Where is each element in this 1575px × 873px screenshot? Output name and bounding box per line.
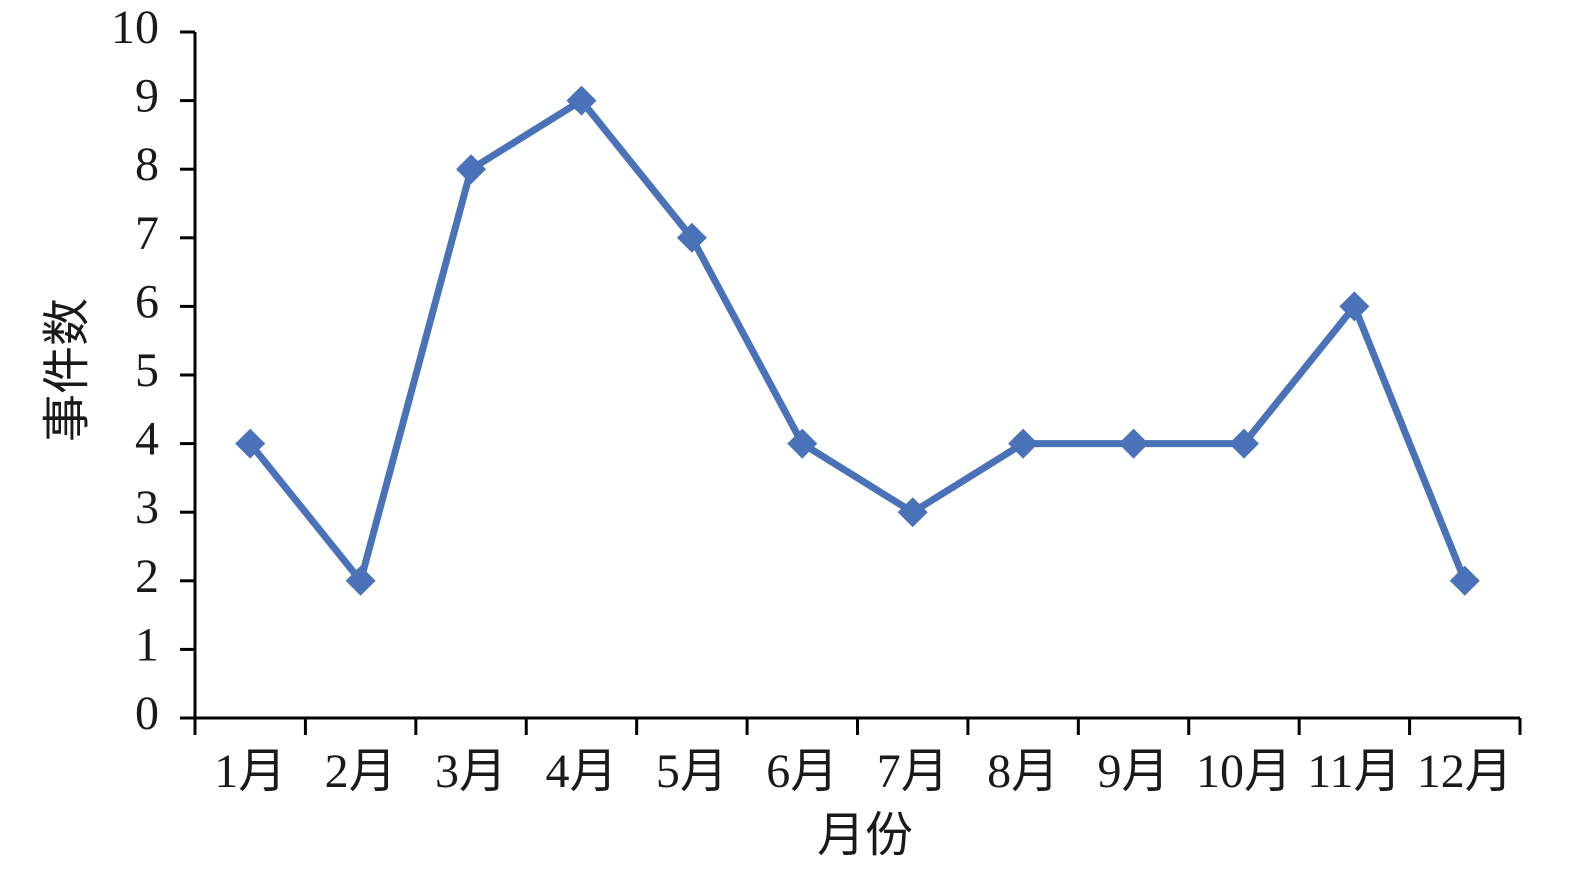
data-point <box>456 154 487 185</box>
data-point <box>787 428 818 459</box>
data-point <box>566 85 597 116</box>
data-point <box>1228 428 1259 459</box>
y-tick-label: 8 <box>135 138 159 191</box>
x-tick-label: 2月 <box>325 745 397 798</box>
x-tick-label: 12月 <box>1417 745 1513 798</box>
x-tick-label: 11月 <box>1307 745 1401 798</box>
y-tick-label: 0 <box>135 687 159 740</box>
x-axis-title: 月份 <box>817 809 913 862</box>
x-tick-label: 5月 <box>656 745 728 798</box>
y-tick-label: 10 <box>111 1 159 54</box>
data-point <box>1008 428 1039 459</box>
data-line <box>247 97 1469 585</box>
x-tick-label: 6月 <box>766 745 838 798</box>
data-point <box>235 428 266 459</box>
x-tick-label: 4月 <box>545 745 617 798</box>
x-tick-label: 3月 <box>435 745 507 798</box>
y-tick-label: 9 <box>135 70 159 123</box>
y-tick-label: 4 <box>135 413 159 466</box>
y-tick-label: 3 <box>135 481 159 534</box>
y-tick-label: 7 <box>135 207 159 260</box>
x-tick-label: 1月 <box>214 745 286 798</box>
y-tick-label: 1 <box>135 618 159 671</box>
y-tick-label: 2 <box>135 550 159 603</box>
y-tick-label: 5 <box>135 344 159 397</box>
y-tick-label: 6 <box>135 275 159 328</box>
data-point <box>345 565 376 596</box>
x-tick-label: 8月 <box>987 745 1059 798</box>
x-tick-label: 10月 <box>1196 745 1292 798</box>
data-point <box>897 497 928 528</box>
data-point <box>1449 565 1480 596</box>
data-point <box>1118 428 1149 459</box>
data-point <box>676 222 707 253</box>
x-tick-label: 9月 <box>1098 745 1170 798</box>
data-point <box>1339 291 1370 322</box>
x-tick-label: 7月 <box>877 745 949 798</box>
y-axis-title: 事件数 <box>41 298 94 442</box>
